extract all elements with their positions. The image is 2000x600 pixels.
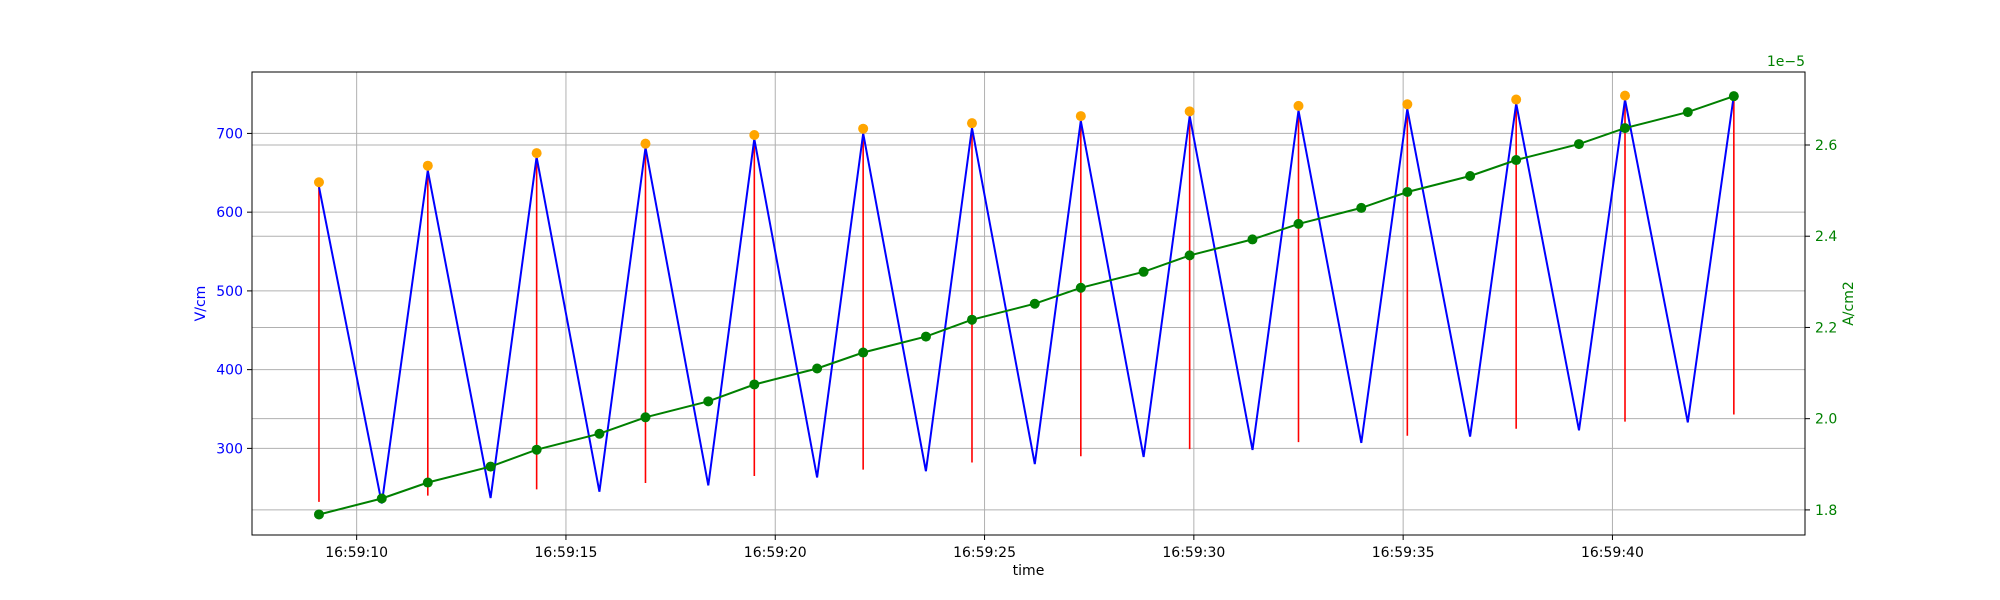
peak-marker: [313, 177, 324, 188]
x-tick-label: 16:59:30: [1162, 545, 1225, 561]
current-density-point: [1247, 234, 1258, 245]
current-density-point: [1075, 282, 1086, 293]
peak-marker: [531, 148, 542, 159]
current-density-point: [1573, 139, 1584, 150]
x-axis-label: time: [1013, 563, 1045, 579]
current-density-point: [422, 477, 433, 488]
peak-marker: [966, 118, 977, 129]
right-y-axis: 1.8 2.0 2.2 2.4 2.6: [1805, 138, 1837, 519]
field-strength-line: [318, 95, 1735, 504]
x-tick-label: 16:59:15: [535, 545, 598, 561]
grid: [252, 72, 1805, 535]
x-tick-label: 16:59:25: [953, 545, 1016, 561]
right-y-tick-label: 2.4: [1815, 229, 1837, 245]
current-density-point: [531, 444, 542, 455]
current-density-point: [1402, 186, 1413, 197]
current-density-point: [1293, 218, 1304, 229]
left-y-tick-label: 400: [216, 363, 243, 379]
current-density-point: [376, 493, 387, 504]
x-tick-label: 16:59:35: [1372, 545, 1435, 561]
left-y-tick-label: 600: [216, 205, 243, 221]
left-y-tick-label: 300: [216, 441, 243, 457]
current-density-point: [812, 363, 823, 374]
current-density-point: [1029, 298, 1040, 309]
right-axis-multiplier: 1e−5: [1767, 54, 1805, 70]
left-y-axis: 300 400 500 600 700: [216, 126, 252, 457]
peak-marker: [858, 123, 869, 134]
left-y-tick-label: 700: [216, 126, 243, 142]
current-density-point: [966, 314, 977, 325]
plot-frame: [251, 71, 1806, 536]
current-density-point: [1465, 171, 1476, 182]
right-y-tick-label: 1.8: [1815, 503, 1837, 519]
current-density-line: [318, 95, 1735, 516]
current-density-point: [485, 461, 496, 472]
current-density-point: [1511, 155, 1522, 166]
left-y-tick-label: 500: [216, 284, 243, 300]
current-density-point: [1356, 202, 1367, 213]
current-density-point: [640, 412, 651, 423]
current-density-point: [858, 347, 869, 358]
current-density-point: [703, 396, 714, 407]
peak-marker: [1184, 106, 1195, 117]
right-y-tick-label: 2.6: [1815, 138, 1837, 154]
peak-marker: [1293, 100, 1304, 111]
x-tick-label: 16:59:40: [1581, 545, 1644, 561]
current-density-point: [920, 331, 931, 342]
peak-marker: [1402, 99, 1413, 110]
peak-marker: [749, 129, 760, 140]
x-axis: 16:59:10 16:59:15 16:59:20 16:59:25 16:59:30…: [325, 535, 1644, 561]
current-density-point: [1184, 250, 1195, 261]
x-tick-label: 16:59:10: [325, 545, 388, 561]
right-y-tick-label: 2.0: [1815, 412, 1837, 428]
current-density-point: [1728, 91, 1739, 102]
peak-marker: [1511, 94, 1522, 105]
current-density-point: [1682, 107, 1693, 118]
current-density-point: [1620, 123, 1631, 134]
current-density-point: [594, 428, 605, 439]
x-tick-label: 16:59:20: [744, 545, 807, 561]
peak-marker: [640, 138, 651, 149]
plot-series: [313, 90, 1739, 520]
peak-marker: [1075, 111, 1086, 122]
peak-marker: [422, 160, 433, 171]
right-y-tick-label: 2.2: [1815, 320, 1837, 336]
left-y-axis-label: V/cm: [193, 286, 209, 322]
current-density-point: [749, 379, 760, 390]
current-density-point: [1138, 266, 1149, 277]
peak-marker: [1620, 90, 1631, 101]
right-y-axis-label: A/cm2: [1841, 281, 1857, 326]
current-density-point: [313, 509, 324, 520]
